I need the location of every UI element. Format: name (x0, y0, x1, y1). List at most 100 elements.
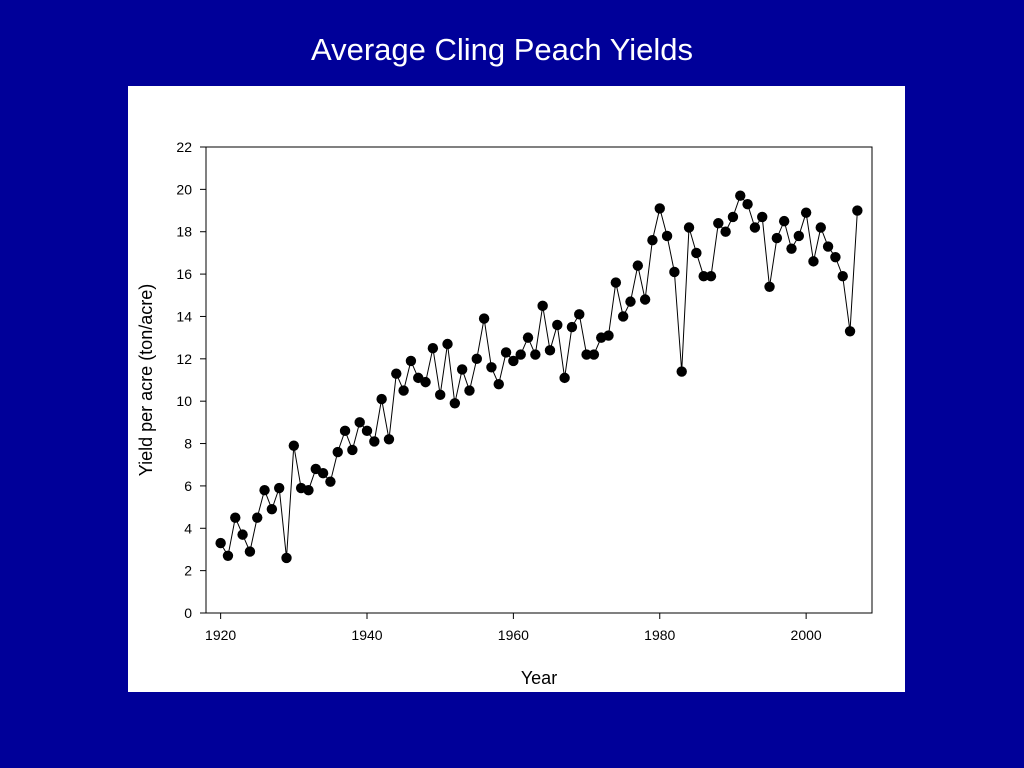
data-point (691, 247, 702, 259)
data-point (625, 296, 636, 307)
data-point (647, 235, 658, 246)
data-point (830, 251, 841, 263)
data-point (632, 260, 644, 271)
data-point (303, 484, 314, 496)
y-tick-label: 14 (176, 308, 192, 324)
data-point (844, 326, 856, 337)
data-point (793, 230, 805, 242)
x-tick-label: 1920 (205, 627, 236, 643)
data-point (683, 222, 695, 233)
data-point (588, 349, 600, 360)
data-point (317, 468, 329, 479)
data-point (808, 256, 819, 267)
data-point (786, 243, 797, 254)
data-point (259, 484, 270, 496)
y-axis-title: Yield per acre (ton/acre) (136, 284, 156, 476)
data-point (837, 271, 848, 282)
data-point (478, 313, 490, 324)
data-point (676, 366, 687, 377)
data-point (369, 436, 380, 447)
data-point (500, 347, 512, 358)
data-point (713, 218, 724, 229)
data-point (508, 355, 519, 367)
chart-panel: 0 2 4 6 8 10 12 14 16 18 20 22 1920 1940 1960 1980 2000… (128, 86, 905, 692)
y-tick-label: 6 (184, 478, 192, 494)
data-point (266, 504, 278, 515)
y-tick-label: 22 (176, 139, 192, 155)
data-point (581, 349, 592, 360)
data-point (332, 446, 343, 458)
data-point (486, 362, 497, 373)
data-point (603, 330, 614, 341)
y-tick-label: 16 (176, 266, 192, 282)
plot-frame (205, 146, 873, 614)
data-point (727, 211, 739, 223)
data-point (288, 440, 300, 451)
data-point (654, 203, 665, 214)
y-tick-label: 4 (184, 520, 192, 536)
y-tick-label: 10 (176, 393, 192, 409)
y-axis-ticks: 0 2 4 6 8 10 12 14 16 18 20 22 (176, 139, 206, 621)
data-point (852, 205, 863, 216)
data-point (471, 353, 482, 365)
data-point (698, 271, 709, 282)
data-point (244, 546, 256, 557)
data-point (574, 309, 585, 320)
data-point (456, 364, 468, 375)
y-tick-label: 20 (176, 181, 192, 197)
data-point (434, 389, 446, 401)
y-tick-label: 8 (184, 436, 192, 452)
data-point (325, 476, 336, 487)
data-point (610, 277, 622, 288)
data-point (778, 215, 790, 227)
data-point (537, 300, 548, 312)
data-point (391, 368, 402, 379)
data-point (273, 482, 285, 494)
data-point (522, 332, 534, 343)
data-point (222, 550, 234, 562)
y-tick-label: 2 (184, 563, 192, 579)
data-point (764, 281, 775, 292)
data-point (383, 434, 395, 445)
data-point (464, 385, 475, 396)
data-point (420, 376, 431, 388)
data-point (742, 198, 753, 210)
data-point (749, 222, 761, 233)
data-point (252, 512, 263, 523)
data-point (661, 230, 673, 242)
data-point (559, 372, 570, 384)
data-point (544, 345, 556, 356)
data-point (376, 393, 387, 405)
data-point (815, 222, 826, 233)
data-point (552, 319, 563, 331)
data-point (230, 512, 241, 523)
data-point (705, 271, 717, 282)
data-point (822, 241, 834, 252)
data-point (566, 321, 578, 333)
data-point (354, 417, 365, 428)
data-point (427, 343, 439, 354)
x-tick-label: 1940 (351, 627, 382, 643)
slide-title: Average Cling Peach Yields (310, 32, 693, 67)
series-line (220, 194, 858, 558)
data-point (237, 529, 248, 540)
data-point (449, 398, 461, 409)
x-tick-label: 1980 (644, 627, 675, 643)
data-point (669, 266, 680, 278)
data-point (530, 349, 541, 360)
data-point (639, 294, 651, 305)
data-point (720, 226, 731, 237)
data-point (617, 311, 629, 322)
data-point (757, 211, 768, 223)
data-point (735, 190, 746, 201)
x-tick-label: 1960 (498, 627, 529, 643)
y-tick-label: 18 (176, 224, 192, 240)
data-point (361, 425, 373, 437)
data-point (339, 425, 351, 437)
y-tick-label: 0 (184, 605, 192, 621)
data-point (800, 207, 812, 218)
data-point (442, 338, 453, 350)
y-tick-label: 12 (176, 351, 192, 367)
series-layer (215, 190, 863, 564)
x-axis-ticks: 1920 1940 1960 1980 2000 (205, 613, 822, 643)
